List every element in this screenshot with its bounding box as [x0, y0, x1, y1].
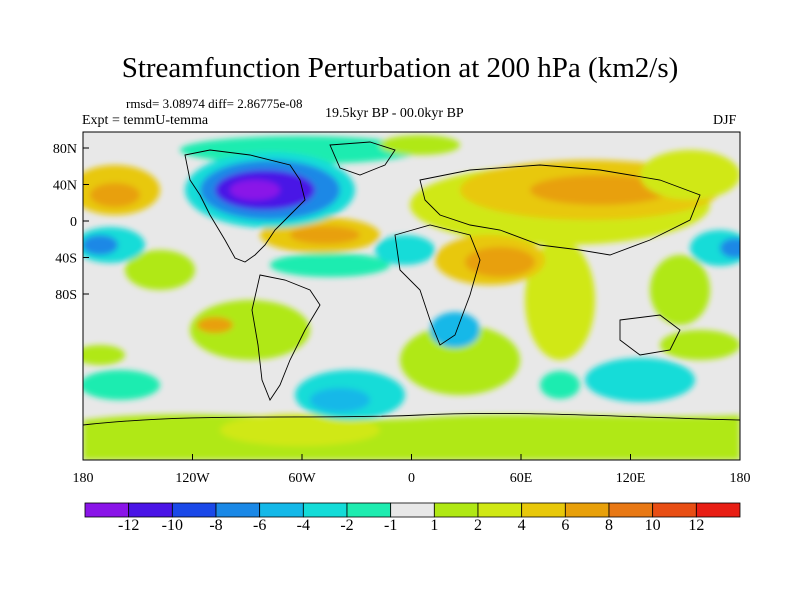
- colorbar-label: -10: [161, 517, 183, 534]
- asia-high: [530, 175, 670, 205]
- south-pacific-high-core: [197, 317, 233, 333]
- south-america-high: [190, 300, 310, 360]
- colorbar-swatch: [302, 502, 348, 518]
- colorbar-swatch: [608, 502, 654, 518]
- colorbar-label: -12: [117, 517, 140, 534]
- lon-tick-label: 120W: [175, 471, 210, 486]
- north-america-coast: [184, 149, 306, 263]
- colorbar-swatch: [215, 502, 261, 518]
- colorbar-label: 8: [605, 517, 613, 534]
- africa-coast: [394, 224, 481, 346]
- north-america-low-core: [230, 180, 280, 200]
- colorbar-swatch: [477, 502, 523, 518]
- lon-tick-label: 120E: [616, 471, 646, 486]
- colorbar-label: -2: [340, 517, 354, 534]
- colorbar-swatch: [521, 502, 566, 518]
- southwest-pacific-green: [660, 330, 740, 360]
- south-atlantic-low-core: [310, 388, 370, 412]
- west-pacific-green: [650, 255, 710, 325]
- west-pacific-low-core: [720, 238, 740, 258]
- lon-tick-label: 180: [730, 471, 751, 486]
- lat-tick-label: 0: [70, 215, 77, 230]
- dateline-green: [83, 345, 125, 365]
- lon-tick-label: 180: [73, 471, 94, 486]
- north-africa-high: [465, 247, 535, 277]
- colorbar-swatch: [433, 502, 479, 518]
- lon-tick-label: 0: [408, 471, 415, 486]
- east-pacific-low-core: [83, 235, 118, 255]
- stats-label: rmsd= 3.08974 diff= 2.86775e-08: [126, 96, 303, 111]
- indian-ocean-high: [400, 325, 520, 395]
- colorbar-label: 6: [561, 517, 570, 534]
- colorbar-label: 10: [644, 517, 661, 534]
- south-america-coast: [251, 274, 321, 401]
- colorbar-swatch: [84, 502, 130, 518]
- eurasia-coast: [419, 164, 701, 256]
- colorbar-label: 2: [474, 517, 482, 534]
- axes: 80N 40N 0 40S 80S 180 120W 60W 0 60E 120E 180: [53, 142, 751, 486]
- greenland-coast: [329, 141, 396, 176]
- chart-title: Streamfunction Perturbation at 200 hPa (…: [121, 52, 679, 84]
- northwest-pacific-green: [640, 150, 740, 200]
- colorbar-label: -1: [383, 517, 398, 534]
- lat-tick-label: 80N: [53, 142, 77, 157]
- lat-tick-label: 80S: [55, 288, 77, 303]
- lon-tick-label: 60W: [288, 471, 316, 486]
- season-label: DJF: [713, 113, 737, 128]
- period-label: 19.5kyr BP - 00.0kyr BP: [325, 106, 464, 121]
- colorbar-label: -4: [296, 517, 310, 534]
- band-antarctic-green: [83, 414, 740, 460]
- south-indian-low: [540, 371, 580, 399]
- coastlines: [83, 141, 740, 426]
- colorbar-label: -6: [252, 517, 267, 534]
- north-atlantic-high: [290, 226, 360, 244]
- north-pacific-high: [90, 183, 140, 207]
- map-panel: [83, 132, 740, 460]
- equatorial-africa-low: [375, 235, 435, 265]
- east-pacific-green: [125, 250, 195, 290]
- colorbar-swatch: [390, 502, 435, 518]
- colorbar: [84, 502, 741, 518]
- colorbar-swatch: [652, 502, 697, 518]
- colorbar-swatch: [695, 502, 741, 518]
- colorbar-label: -8: [209, 517, 223, 534]
- colorbar-swatch: [259, 502, 304, 518]
- indian-ocean-high-core: [525, 240, 595, 360]
- colorbar-swatch: [564, 502, 610, 518]
- southeast-pacific-low: [83, 370, 160, 400]
- southern-africa-low: [430, 312, 480, 348]
- colorbar-swatch: [171, 502, 217, 518]
- field-layer: [83, 135, 740, 460]
- antarctica-coast: [83, 412, 740, 426]
- colorbar-swatch: [346, 502, 392, 518]
- colorbar-swatch: [128, 502, 173, 518]
- south-pacific-low: [585, 358, 695, 402]
- experiment-label: Expt = temmU-temma: [82, 113, 209, 128]
- colorbar-label: 1: [430, 517, 439, 534]
- antarctic-high-core: [220, 414, 380, 446]
- tropical-atlantic-low: [270, 253, 390, 277]
- colorbar-label: 12: [688, 517, 705, 534]
- lon-tick-label: 60E: [510, 471, 533, 486]
- lat-tick-label: 40S: [55, 252, 77, 267]
- arctic-green: [380, 135, 460, 155]
- colorbar-label: 4: [517, 517, 526, 534]
- lat-tick-label: 40N: [53, 179, 77, 194]
- west-pacific-low: [690, 230, 740, 266]
- australia-coast: [619, 314, 681, 356]
